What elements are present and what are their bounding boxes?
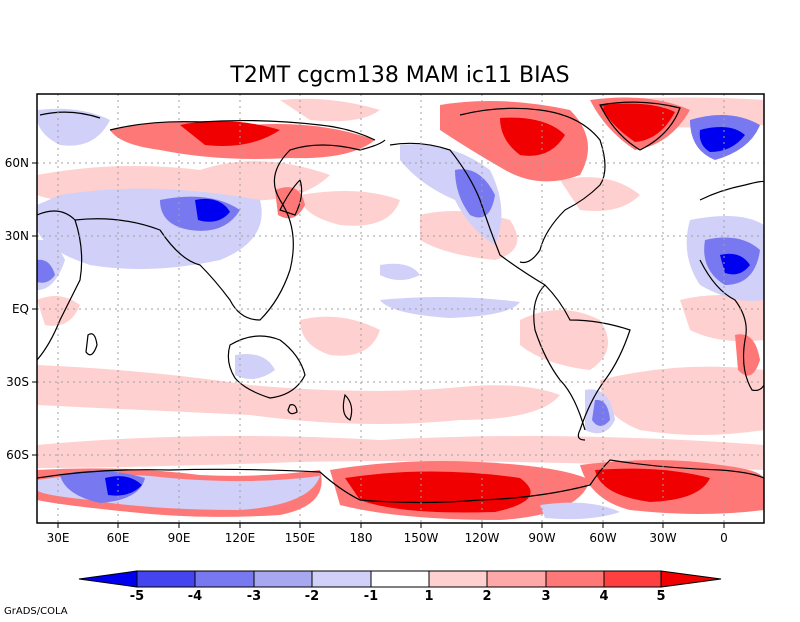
colorbar-low-arrow	[78, 570, 138, 588]
colorbar-box	[486, 570, 547, 588]
colorbar-labels: -5 -4 -3 -2 -1 1 2 3 4 5	[130, 589, 666, 604]
colorbar-label: -5	[130, 589, 144, 604]
colorbar-label: 3	[541, 589, 550, 604]
colorbar-high-arrow	[660, 570, 722, 588]
bias-field	[37, 97, 764, 520]
lon-label: 60E	[107, 531, 130, 545]
pos-bias-1-2	[37, 97, 764, 470]
lon-label: 30W	[649, 531, 676, 545]
lat-label: EQ	[12, 302, 29, 316]
lon-labels: 30E 60E 90E 120E 150E 180 150W 120W 90W …	[47, 531, 728, 545]
plot-title: T2MT cgcm138 MAM ic11 BIAS	[229, 63, 569, 88]
lon-label: 120E	[225, 531, 256, 545]
colorbar-label: 4	[599, 589, 608, 604]
lat-labels: 60N 30N EQ 30S 60S	[5, 156, 29, 462]
gridlines	[37, 94, 764, 523]
colorbar-box	[136, 570, 196, 588]
colorbar: -5 -4 -3 -2 -1 1 2 3 4 5	[78, 570, 722, 604]
colorbar-label: -3	[247, 589, 261, 604]
lon-label: 120W	[465, 531, 500, 545]
colorbar-label: -4	[188, 589, 202, 604]
colorbar-box	[428, 570, 488, 588]
lon-label: 0	[720, 531, 728, 545]
lat-label: 30N	[5, 229, 29, 243]
colorbar-box	[370, 570, 430, 588]
lon-label: 180	[350, 531, 373, 545]
lat-label: 60N	[5, 156, 29, 170]
colorbar-label: -1	[364, 589, 378, 604]
colorbar-label: 1	[424, 589, 433, 604]
colorbar-label: 2	[482, 589, 491, 604]
lat-label: 60S	[6, 448, 29, 462]
map-panel: 30E 60E 90E 120E 150E 180 150W 120W 90W …	[5, 93, 765, 545]
neg-bias-5-plus	[105, 126, 750, 496]
lon-label: 60W	[589, 531, 616, 545]
lon-label: 90E	[168, 531, 191, 545]
credit-label: GrADS/COLA	[4, 606, 68, 617]
colorbar-box	[311, 570, 372, 588]
colorbar-box	[253, 570, 313, 588]
lon-label: 30E	[47, 531, 70, 545]
colorbar-box	[545, 570, 605, 588]
colorbar-box	[603, 570, 662, 588]
colorbar-label: 5	[656, 589, 665, 604]
axis-ticks	[32, 162, 725, 528]
lon-label: 90W	[528, 531, 555, 545]
lon-label: 150E	[285, 531, 316, 545]
lon-label: 150W	[404, 531, 439, 545]
colorbar-label: -2	[305, 589, 319, 604]
lat-label: 30S	[6, 375, 29, 389]
colorbar-box	[194, 570, 255, 588]
